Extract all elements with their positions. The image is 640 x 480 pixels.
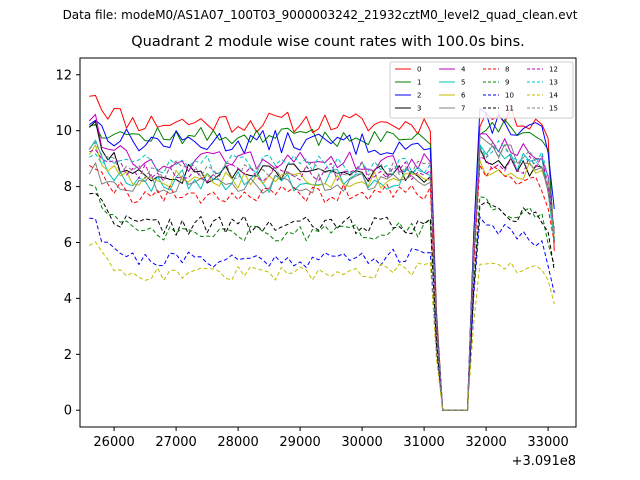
legend-label-5: 5 (461, 79, 465, 87)
series-line-0 (89, 95, 555, 411)
figure-suptitle: Data file: modeM0/AS1A07_100T03_90000032… (62, 8, 578, 22)
series-line-9 (89, 184, 555, 411)
x-tick-label: 30000 (341, 435, 382, 450)
series-line-12 (89, 149, 555, 411)
x-tick-label: 32000 (465, 435, 506, 450)
legend-label-10: 10 (505, 92, 514, 100)
x-tick-label: 26000 (93, 435, 134, 450)
legend-label-15: 15 (549, 105, 558, 113)
y-tick-label: 10 (55, 124, 72, 139)
series-line-15 (88, 141, 555, 411)
legend-label-2: 2 (417, 92, 421, 100)
legend-label-13: 13 (549, 79, 558, 87)
chart-title: Quadrant 2 module wise count rates with … (131, 34, 525, 50)
axes: 26000 27000 28000 29000 30000 31000 32000 33000… (55, 68, 568, 450)
y-tick-label: 12 (55, 68, 72, 83)
y-tick-label: 6 (64, 236, 72, 251)
y-tick-label: 2 (64, 348, 72, 363)
legend-label-6: 6 (461, 92, 466, 100)
x-tick-label: 28000 (217, 435, 258, 450)
x-tick-label: 33000 (527, 435, 568, 450)
series-lines (88, 95, 555, 411)
series-line-7 (88, 135, 555, 411)
legend-label-0: 0 (417, 66, 421, 74)
series-line-5 (88, 139, 555, 411)
x-tick-label: 29000 (279, 435, 320, 450)
series-line-8 (89, 164, 555, 411)
series-line-14 (89, 241, 555, 411)
x-offset-label: +3.091e8 (512, 454, 576, 469)
legend-label-3: 3 (417, 105, 421, 113)
legend-label-14: 14 (549, 92, 558, 100)
series-line-6 (88, 144, 555, 411)
legend-label-8: 8 (505, 66, 509, 74)
legend-label-12: 12 (549, 66, 558, 74)
x-tick-label: 27000 (155, 435, 196, 450)
legend-label-9: 9 (505, 79, 509, 87)
y-tick-label: 0 (64, 404, 72, 419)
legend-label-4: 4 (461, 66, 466, 74)
series-line-2 (89, 108, 555, 411)
legend-label-1: 1 (417, 79, 421, 87)
legend-label-7: 7 (461, 105, 465, 113)
legend-label-11: 11 (505, 105, 514, 113)
x-tick-label: 31000 (403, 435, 444, 450)
y-tick-label: 8 (64, 180, 72, 195)
y-tick-label: 4 (64, 292, 72, 307)
series-line-11 (89, 192, 555, 411)
legend-box (389, 61, 574, 119)
series-line-10 (89, 216, 555, 411)
series-line-1 (89, 119, 555, 411)
